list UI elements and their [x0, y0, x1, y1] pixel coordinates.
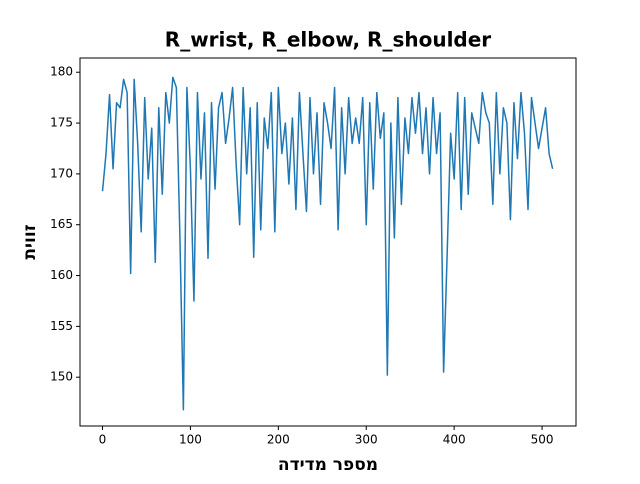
y-tick-label: 175 — [50, 116, 73, 130]
y-tick-label: 155 — [50, 319, 73, 333]
x-tick-label: 0 — [99, 433, 107, 447]
x-axis-label: מספר מדידה — [278, 455, 378, 475]
y-tick-label: 180 — [50, 65, 73, 79]
y-tick-label: 150 — [50, 370, 73, 384]
y-tick-label: 165 — [50, 217, 73, 231]
x-tick-label: 200 — [267, 433, 290, 447]
x-tick-label: 100 — [179, 433, 202, 447]
x-tick-label: 500 — [531, 433, 554, 447]
y-axis-label: זווית — [20, 224, 40, 259]
x-tick-label: 300 — [355, 433, 378, 447]
plot-frame — [79, 57, 577, 427]
y-tick-label: 170 — [50, 166, 73, 180]
data-line — [101, 76, 554, 411]
y-tick-label: 160 — [50, 268, 73, 282]
x-tick-label: 400 — [443, 433, 466, 447]
chart-title: R_wrist, R_elbow, R_shoulder — [165, 28, 492, 52]
